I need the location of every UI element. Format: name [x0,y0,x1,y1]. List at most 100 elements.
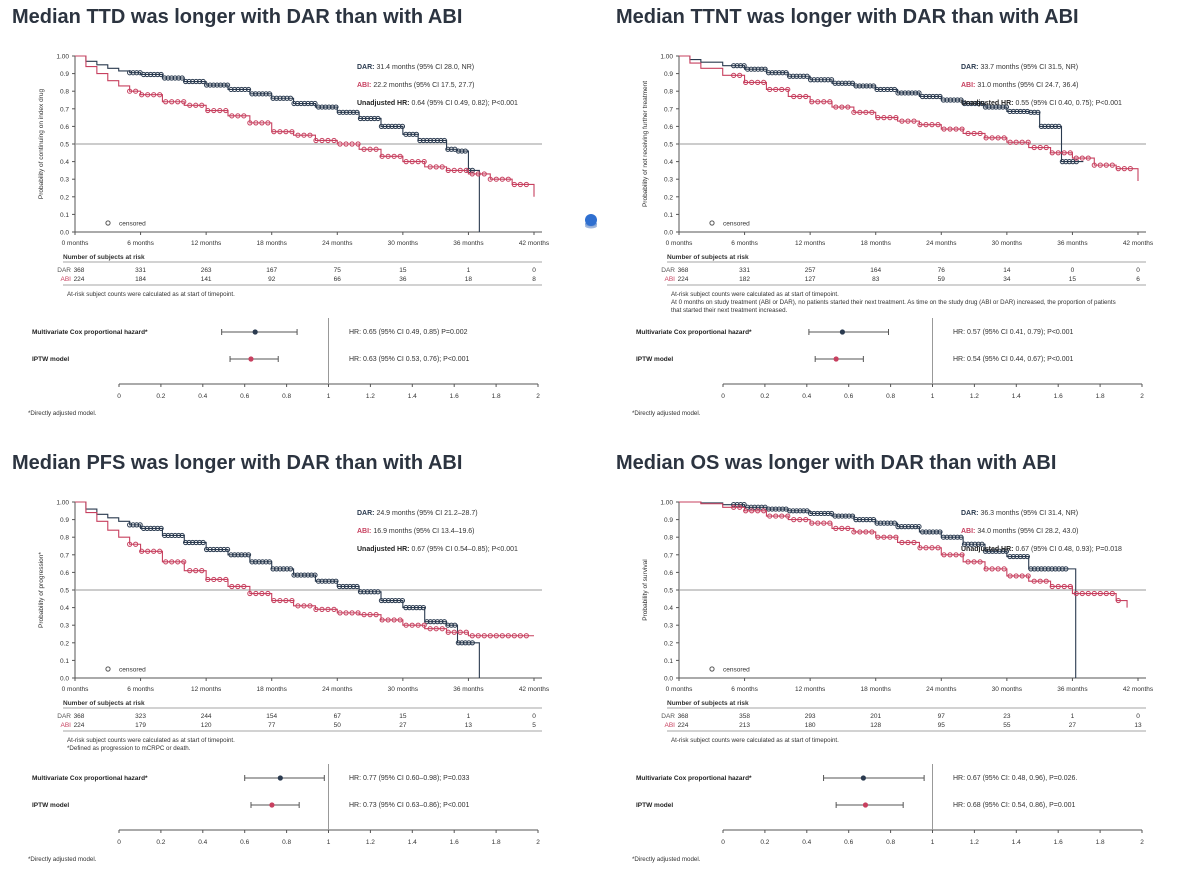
censor-mark [301,603,307,609]
censor-mark [1091,590,1097,597]
censor-mark [475,171,481,177]
censor-mark [357,115,364,122]
censor-mark [499,633,505,639]
censor-mark [340,109,346,115]
y-tick-label: 0.2 [664,194,673,201]
censor-mark [926,529,933,535]
censor-mark [361,589,367,595]
forest-tick-label: 0.6 [844,393,853,400]
censor-mark [277,95,283,101]
forest-hr-text: HR: 0.67 (95% CI: 0.48, 0.96), P=0.026. [953,775,1077,782]
censor-mark [755,504,761,510]
censor-mark [1045,123,1051,130]
y-tick-label: 0.9 [60,71,69,78]
censor-mark [169,75,175,81]
censor-mark [392,123,399,130]
censor-mark [379,153,385,159]
censor-mark [144,525,150,532]
censor-mark [295,603,301,609]
legend-arm: Unadjusted HR: [357,546,410,553]
censor-mark [523,181,529,188]
censor-mark [235,552,241,558]
censor-mark [930,93,936,100]
censor-mark [875,534,881,540]
y-tick-label: 0.3 [664,623,673,630]
censor-mark [828,510,835,517]
censor-mark [940,534,947,540]
censor-mark [888,520,894,526]
legend-arm: ABI: [357,82,371,89]
censor-mark [959,126,965,132]
censor-mark [165,532,171,539]
censor-mark [186,539,192,546]
censor-mark [389,123,395,130]
forest-tick-label: 0.6 [240,839,249,846]
censor-mark [375,589,381,595]
forest-row-label: IPTW model [636,802,673,809]
censor-mark [326,578,332,584]
censor-mark [797,508,803,514]
censor-mark [779,86,785,93]
censor-mark [828,77,835,83]
censor-mark [1055,150,1061,156]
at-risk-count: 263 [201,267,212,274]
censor-mark [441,137,447,144]
censor-mark [343,141,349,147]
at-risk-count: 184 [135,276,146,283]
at-risk-count: 154 [266,713,277,720]
censor-mark [905,539,911,546]
censor-mark [734,63,740,69]
censored-legend-symbol [709,220,715,226]
censor-mark [263,91,269,97]
censor-mark [893,534,899,540]
km-curve-abi [75,501,534,637]
forest-tick-label: 0.2 [760,839,769,846]
censor-mark [249,91,255,97]
censor-mark [312,572,318,578]
censor-mark [434,137,440,144]
censor-mark [971,130,977,137]
y-axis-label: Probability of survival [642,559,649,621]
censor-mark [155,525,161,532]
x-tick-label: 0 months [62,240,89,247]
censor-mark [860,517,866,523]
censor-mark [986,104,992,110]
legend-arm: DAR: [357,64,375,71]
km-chart-svg: 0.0 0.1 0.2 0.3 0.4 0.5 0.6 0.7 0.8 0.9 1.00 0 mont… [632,500,1154,864]
km-curve-dar [679,55,1084,163]
censor-mark [1063,566,1069,572]
panel-os: Median OS was longer with DAR than with … [616,452,1200,892]
censor-mark [337,610,343,616]
censor-mark [930,529,936,535]
y-tick-label: 0.7 [60,552,69,559]
censor-mark [134,522,140,528]
censored-legend-symbol [709,666,715,672]
forest-tick-label: 2 [1140,839,1144,846]
censor-mark [953,126,959,132]
censor-mark [1121,166,1127,172]
at-risk-count: 182 [739,276,750,283]
forest-tick-label: 1.4 [408,839,417,846]
censor-mark [284,95,290,101]
censor-mark [905,524,912,530]
y-tick-label: 0.4 [664,605,673,612]
at-risk-count: 224 [678,276,689,283]
censor-mark [305,572,311,578]
censor-mark [791,93,797,100]
forest-tick-label: 1.2 [366,839,375,846]
censor-mark [951,534,957,540]
at-risk-count: 358 [739,713,750,720]
censor-mark [881,86,887,93]
y-tick-label: 0.0 [60,230,69,237]
censor-mark [899,539,905,546]
censor-mark [319,104,325,110]
at-risk-arm-dar: DAR [57,267,71,274]
y-axis-label: Probability of not receiving further tre… [642,81,649,207]
censor-mark [993,104,999,110]
at-risk-count: 120 [201,722,212,729]
at-risk-count: 55 [1003,722,1011,729]
panel-title: Median PFS was longer with DAR than with… [12,452,463,474]
y-tick-label: 0.8 [664,89,673,96]
censor-mark [172,75,178,81]
censor-mark [181,559,187,565]
